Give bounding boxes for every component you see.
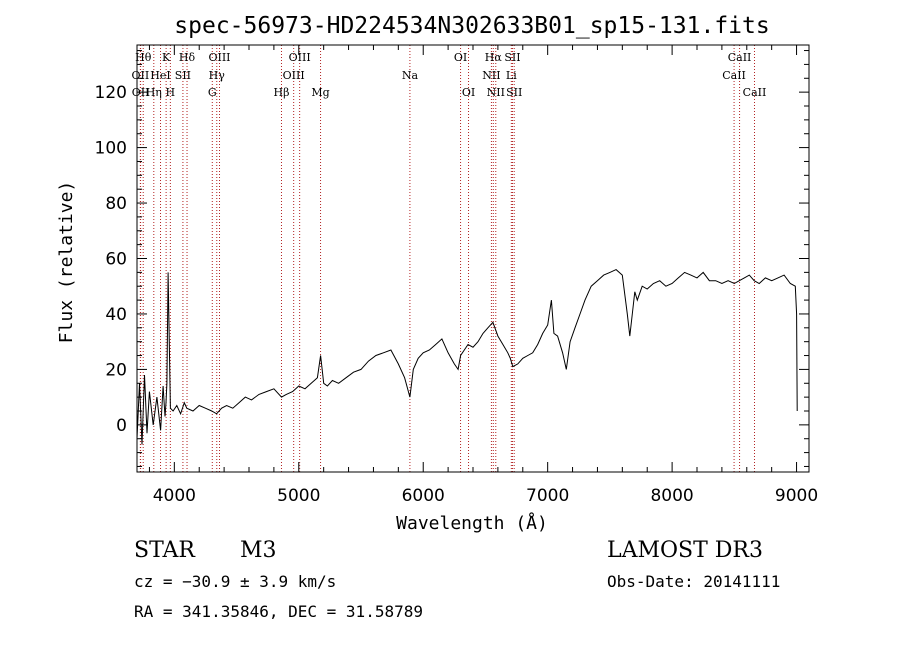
survey-name: LAMOST DR3 — [607, 538, 763, 563]
x-tick-label: 7000 — [526, 486, 569, 506]
plot-frame — [136, 44, 810, 473]
chart-title: spec-56973-HD224534N302633B01_sp15-131.f… — [174, 13, 769, 39]
line-label: OI — [462, 86, 475, 99]
redshift-velocity: cz = −30.9 ± 3.9 km/s — [134, 572, 337, 591]
line-label: OIII — [208, 51, 230, 64]
line-label: CaII — [743, 86, 767, 99]
x-axis-label: Wavelength (Å) — [396, 512, 548, 534]
observation-date: Obs-Date: 20141111 — [607, 572, 781, 591]
line-label: SII — [175, 69, 191, 82]
line-label: NII — [482, 69, 500, 82]
line-label: Hβ — [274, 86, 290, 99]
y-tick-label: 120 — [95, 83, 127, 103]
line-label: K — [162, 51, 171, 64]
line-label: Li — [506, 69, 517, 82]
x-axis-ticks: 4000 5000 6000 7000 8000 9000 — [148, 45, 818, 506]
y-tick-label: 100 — [95, 139, 127, 159]
y-tick-label: 40 — [105, 305, 127, 325]
line-label: H — [166, 86, 176, 99]
line-label: NII — [487, 86, 505, 99]
line-label: SII — [504, 51, 520, 64]
spectrum-line — [136, 269, 798, 445]
y-axis-ticks: 0 20 40 60 80 100 120 — [95, 50, 809, 467]
line-label: HeI — [150, 69, 170, 82]
line-label: Na — [402, 69, 419, 82]
x-tick-label: 4000 — [153, 486, 196, 506]
object-class: STAR — [134, 538, 195, 563]
y-tick-label: 0 — [116, 416, 127, 436]
line-label: OIII — [289, 51, 311, 64]
line-label: G — [208, 86, 217, 99]
object-subclass: M3 — [240, 538, 277, 563]
line-label: CaII — [722, 69, 746, 82]
line-label: Hα — [485, 51, 503, 64]
spectral-line-labels: OIIOIIHθHηHeIKHSIIHδGHγOIIIHβOIIIOIIIMgN… — [132, 51, 767, 99]
x-tick-label: 5000 — [277, 486, 320, 506]
x-tick-label: 9000 — [775, 486, 818, 506]
line-label: OIII — [283, 69, 305, 82]
line-label: CaII — [728, 51, 752, 64]
y-tick-label: 60 — [105, 250, 127, 270]
line-label: Hγ — [209, 69, 226, 82]
line-label: Mg — [311, 86, 329, 99]
line-label: OI — [454, 51, 467, 64]
line-label: SII — [506, 86, 522, 99]
x-tick-label: 6000 — [402, 486, 445, 506]
x-tick-label: 8000 — [650, 486, 693, 506]
y-tick-label: 20 — [105, 360, 127, 380]
line-label: OII — [132, 69, 150, 82]
y-tick-label: 80 — [105, 194, 127, 214]
line-label: Hη — [146, 86, 162, 99]
line-label: Hθ — [135, 51, 152, 64]
y-axis-label: Flux (relative) — [56, 181, 77, 344]
line-label: Hδ — [179, 51, 196, 64]
sky-coordinates: RA = 341.35846, DEC = 31.58789 — [134, 602, 423, 621]
